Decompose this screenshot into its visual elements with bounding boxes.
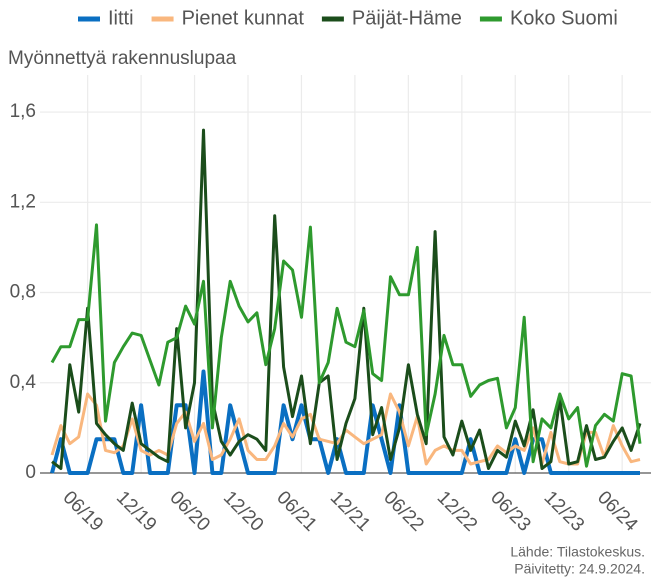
x-tick-label: 12/22	[433, 487, 481, 535]
series-line	[51, 128, 642, 470]
legend-label: Koko Suomi	[510, 7, 618, 29]
legend-label: Päijät-Häme	[352, 7, 462, 29]
x-tick-label: 06/19	[59, 487, 107, 535]
x-tick-label: 06/23	[486, 487, 534, 535]
x-tick-label: 12/21	[326, 487, 374, 535]
x-tick-label: 06/22	[379, 487, 427, 535]
x-tick-label: 06/21	[272, 487, 320, 535]
y-tick-label: 1,2	[10, 191, 36, 212]
legend-label: Iitti	[108, 7, 134, 29]
y-tick-label: 0,8	[10, 282, 36, 303]
y-tick-label: 0	[25, 462, 36, 483]
legend-label: Pienet kunnat	[182, 7, 305, 29]
x-tick-label: 06/20	[165, 487, 213, 535]
series-line	[50, 369, 640, 475]
x-tick-label: 12/23	[540, 487, 588, 535]
x-tick-label: 06/24	[593, 487, 642, 536]
series-line	[50, 223, 642, 468]
y-axis-label: Myönnettyä rakennuslupaa	[8, 48, 237, 69]
x-tick-label: 12/19	[112, 487, 160, 535]
source: Lähde: Tilastokeskus.	[510, 544, 645, 560]
updated: Päivitetty: 24.9.2024.	[514, 561, 645, 577]
x-tick-label: 12/20	[219, 487, 267, 535]
y-tick-label: 0,4	[10, 372, 37, 393]
y-tick-label: 1,6	[10, 101, 36, 122]
